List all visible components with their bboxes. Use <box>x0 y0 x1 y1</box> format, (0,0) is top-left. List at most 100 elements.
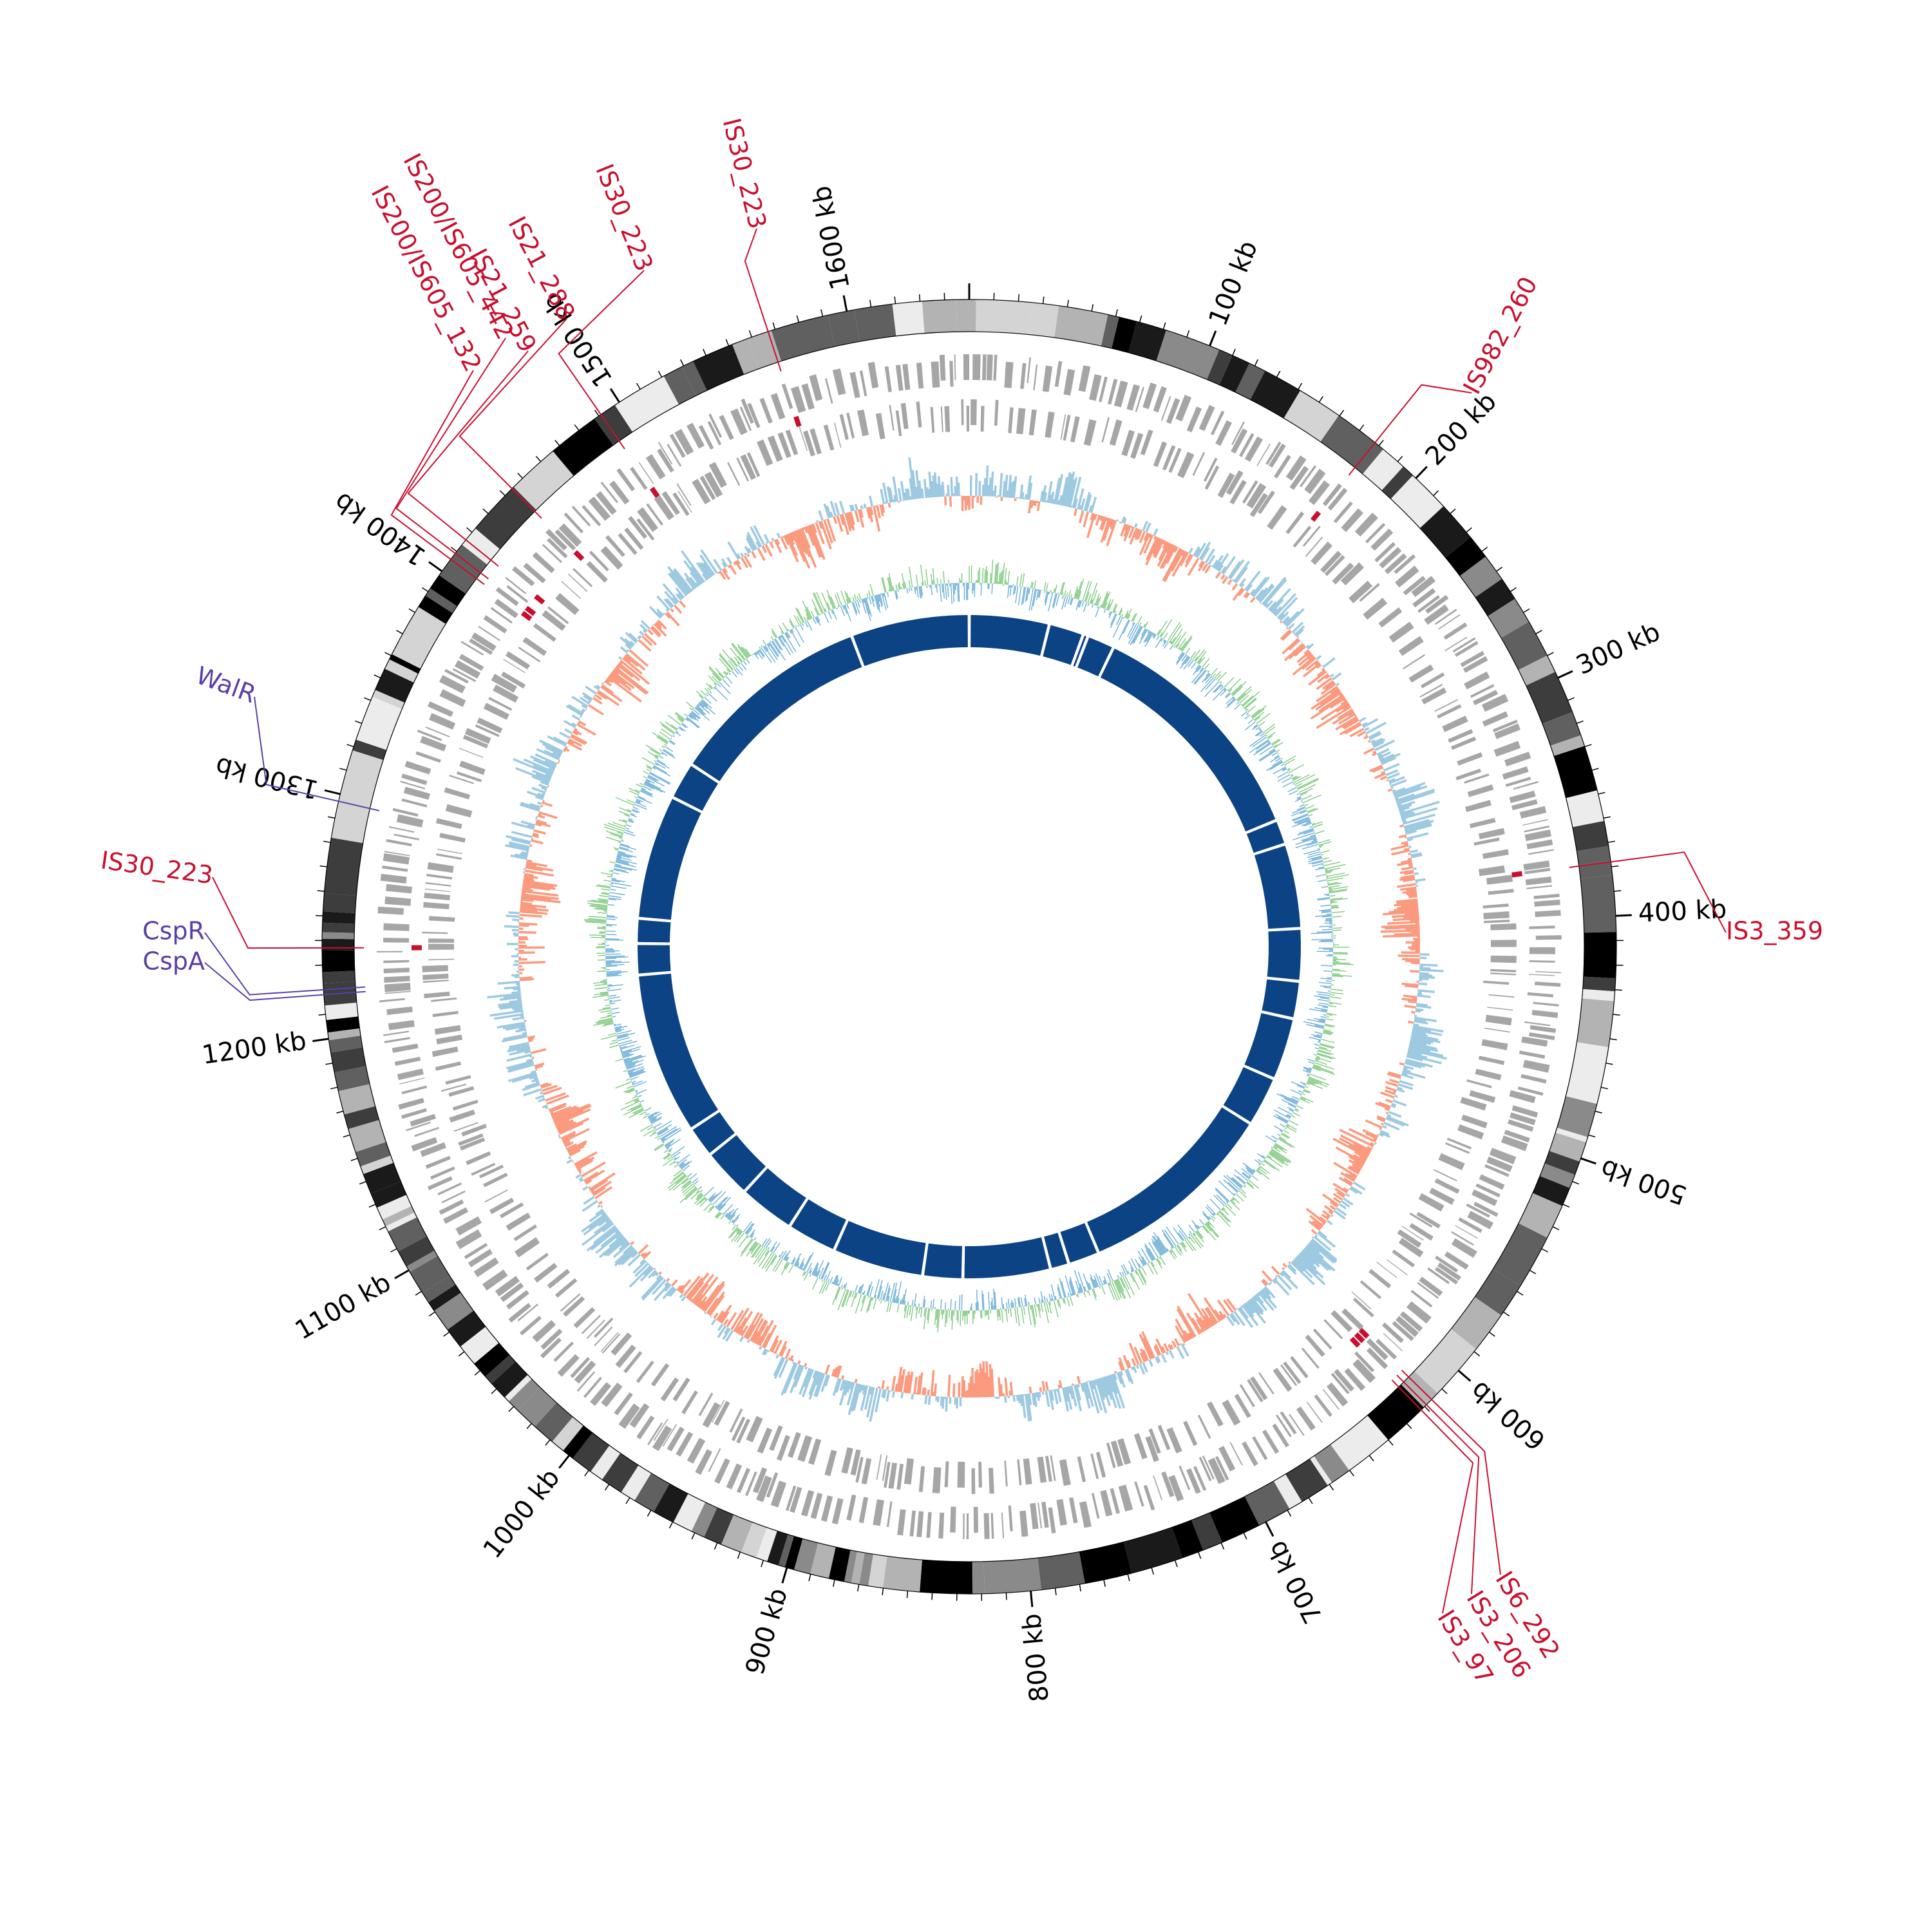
skew-positive-bar <box>1080 498 1086 511</box>
gene-block <box>757 439 773 466</box>
skew-positive-bar <box>1282 616 1290 624</box>
gc-content-line <box>646 768 651 772</box>
gc-content-line <box>1176 652 1184 663</box>
contig-block <box>1451 1297 1501 1349</box>
skew-negative-bar <box>1379 1127 1382 1131</box>
gc-content-line <box>920 585 923 596</box>
gene-block <box>1529 947 1555 954</box>
gc-content-line <box>1147 630 1150 634</box>
skew-positive-bar <box>1295 1256 1326 1285</box>
gc-content-line <box>1122 1264 1129 1274</box>
tick-mark <box>1197 1551 1202 1559</box>
gc-content-line <box>1291 1115 1296 1118</box>
gc-content-line <box>1086 1282 1091 1291</box>
gc-content-line <box>887 592 889 597</box>
gene-block <box>459 1137 486 1151</box>
gc-content-line <box>1151 1238 1162 1256</box>
gc-content-line <box>661 745 665 748</box>
skew-positive-bar <box>1041 485 1047 502</box>
gc-content-line <box>833 1275 837 1285</box>
skew-positive-bar <box>530 1070 536 1074</box>
gc-content-line <box>1207 1221 1211 1226</box>
tick-mark <box>658 370 663 378</box>
gene-block <box>1202 1455 1215 1480</box>
skew-negative-bar <box>1262 1278 1269 1285</box>
gc-content-line <box>1325 870 1334 873</box>
gene-block <box>846 412 855 439</box>
skew-positive-bar <box>653 1282 670 1302</box>
skew-positive-bar <box>564 728 573 735</box>
gc-content-line <box>1281 1099 1296 1107</box>
gc-content-line <box>729 1215 735 1221</box>
skew-negative-bar <box>526 862 537 867</box>
tick-mark <box>1186 330 1190 337</box>
gc-content-line <box>1090 599 1094 604</box>
gene-block <box>1517 1086 1544 1096</box>
gc-content-line <box>1200 677 1215 692</box>
gc-content-line <box>605 961 630 964</box>
gc-content-line <box>704 696 712 704</box>
skew-positive-bar <box>1397 800 1416 809</box>
skew-negative-bar <box>1329 697 1346 709</box>
gc-content-line <box>1067 596 1070 605</box>
skew-negative-bar <box>574 1151 598 1166</box>
gene-block <box>473 1257 499 1278</box>
skew-positive-bar <box>605 1218 611 1224</box>
gc-content-line <box>700 690 706 696</box>
gene-block <box>949 361 954 387</box>
skew-positive-bar <box>726 556 733 565</box>
gc-content-line <box>874 595 879 611</box>
skew-positive-bar <box>689 571 701 586</box>
gc-content-line <box>630 813 638 818</box>
skew-positive-bar <box>925 487 929 498</box>
contig-block <box>425 588 457 613</box>
gc-content-line <box>674 1156 680 1161</box>
gc-content-line <box>797 1264 800 1268</box>
skew-negative-bar <box>1152 538 1163 557</box>
gc-content-line <box>1331 905 1338 907</box>
gc-content-line <box>1211 668 1218 676</box>
skew-positive-bar <box>667 565 690 594</box>
gene-block <box>469 638 493 655</box>
gene-block <box>1529 1032 1555 1041</box>
contig-block <box>882 1556 922 1593</box>
skew-positive-bar <box>664 1281 669 1287</box>
gc-content-line <box>1091 604 1094 608</box>
skew-negative-bar <box>1349 1173 1357 1179</box>
gc-content-line <box>1141 628 1146 636</box>
skew-negative-bar <box>1058 1380 1063 1388</box>
contig-block <box>322 911 355 924</box>
skew-negative-bar <box>1100 518 1111 543</box>
skew-positive-bar <box>1245 583 1253 592</box>
gene-block <box>1001 1512 1005 1539</box>
gc-content-line <box>1312 823 1323 828</box>
tick-mark <box>1265 1521 1274 1537</box>
gc-content-line <box>661 1138 666 1142</box>
gc-content-line <box>1147 1264 1154 1274</box>
skew-positive-bar <box>1301 1250 1320 1268</box>
gene-block <box>1454 641 1479 657</box>
gc-content-line <box>673 1177 689 1191</box>
annotation-leader-line <box>204 932 366 996</box>
gc-content-line <box>1307 1058 1315 1062</box>
gc-content-line <box>815 616 819 623</box>
gc-content-line <box>1044 591 1048 603</box>
tick-mark <box>636 383 641 390</box>
skew-negative-bar <box>1322 680 1334 690</box>
gene-block <box>1311 541 1332 565</box>
gc-content-line <box>1242 1162 1255 1173</box>
gc-content-line <box>836 592 842 607</box>
gene-block <box>1464 671 1490 690</box>
annotation-leader-line <box>1569 851 1727 933</box>
gc-content-line <box>1238 688 1252 702</box>
gc-content-line <box>1180 656 1189 669</box>
gene-block <box>1520 1074 1547 1084</box>
skew-positive-bar <box>672 596 678 604</box>
contig-block <box>1235 363 1265 400</box>
gene-block <box>831 1498 844 1524</box>
gc-content-line <box>652 732 668 744</box>
gc-content-line <box>1326 895 1330 896</box>
gc-content-line <box>746 1227 753 1235</box>
skew-positive-bar <box>1336 682 1340 687</box>
skew-positive-bar <box>548 766 555 772</box>
